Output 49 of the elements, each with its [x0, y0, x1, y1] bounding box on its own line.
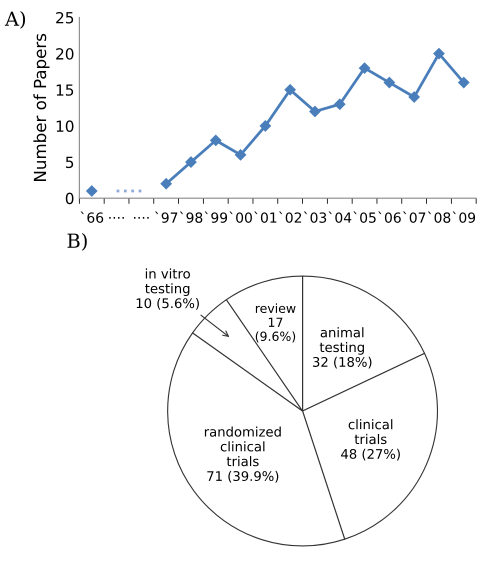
x-tick-label: `05	[353, 212, 376, 223]
y-tick-label: 0	[66, 192, 74, 204]
y-tick-label: 5	[66, 156, 74, 168]
x-tick-label: `01	[254, 212, 276, 223]
x-tick-label: `08	[428, 212, 450, 223]
chart-title: A)	[4, 10, 26, 29]
point	[358, 62, 370, 74]
point	[408, 91, 420, 103]
point	[309, 106, 321, 118]
point	[234, 149, 246, 160]
point	[210, 134, 222, 146]
point	[433, 48, 445, 60]
x-tick-label: `00	[229, 212, 252, 223]
point	[384, 76, 395, 88]
point	[185, 156, 197, 168]
x-tick-label: `02	[279, 212, 302, 223]
slice-label: review	[256, 303, 296, 314]
x-tick-label: `06	[378, 212, 401, 223]
y-tick-label: 15	[56, 84, 74, 96]
x-tick-label: `66	[80, 212, 104, 223]
point	[86, 185, 98, 197]
point	[334, 98, 346, 110]
data-label: 71 (39.9%)	[207, 470, 278, 483]
x-tick-label: `97	[155, 212, 178, 223]
y-tick-label: 10	[56, 120, 74, 132]
slice-label: in vitro testing	[145, 268, 190, 296]
y-axis-title: Number of Papers	[33, 34, 50, 181]
data-label: 10 (5.6%)	[136, 298, 199, 310]
y-tick-label: 20	[56, 48, 74, 60]
slice-label: clinical trials	[348, 419, 392, 444]
chart-title: B)	[68, 232, 87, 251]
slice-label: animal testing	[320, 327, 364, 355]
point	[260, 120, 271, 132]
slice-label: randomized clinical trials	[204, 426, 281, 466]
y-tick-label: 25	[56, 12, 74, 24]
x-tick-label: `03	[304, 212, 326, 223]
point	[458, 76, 470, 88]
x-tick-label: ····	[109, 216, 124, 219]
x-tick-label: ····	[134, 216, 149, 219]
x-tick-label: `98	[180, 212, 202, 223]
point	[284, 84, 296, 96]
x-tick-label: `99	[204, 212, 228, 223]
data-label: 48 (27%)	[341, 448, 400, 460]
x-tick-label: `07	[403, 212, 426, 223]
point	[160, 178, 172, 190]
data-label: 17 (9.6%)	[256, 318, 296, 342]
x-tick-label: `09	[452, 212, 476, 223]
data-label: 32 (18%)	[312, 356, 372, 368]
x-tick-label: `04	[328, 212, 352, 223]
